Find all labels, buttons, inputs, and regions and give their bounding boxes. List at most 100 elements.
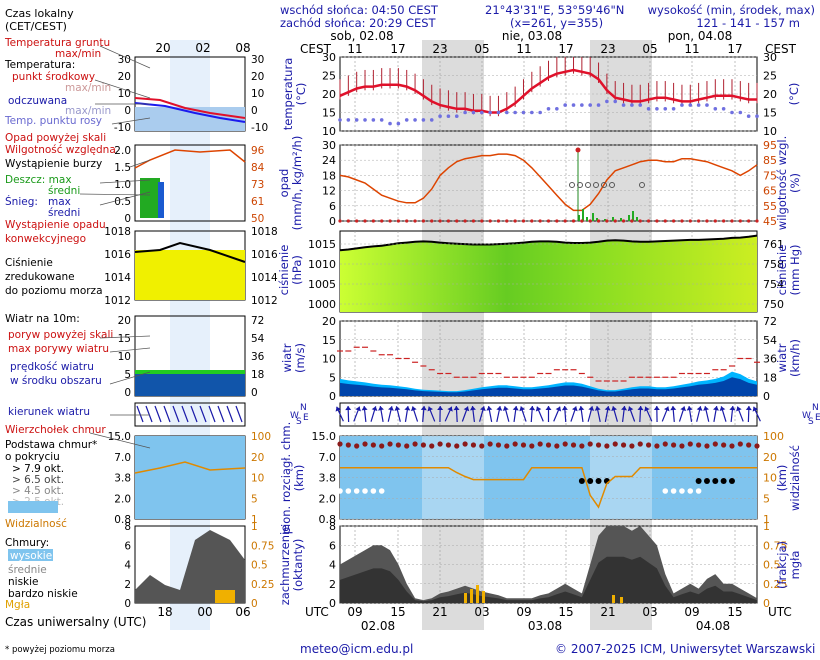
legend-label: max/min [55, 48, 101, 60]
cloud-top-dot [637, 441, 643, 447]
dew-point-dot [530, 110, 534, 115]
precip-zero-dot [630, 219, 634, 223]
legend-tick-left: 15 [118, 333, 131, 345]
cloud-base-dot [728, 478, 735, 484]
legend-tick-right: 84 [251, 162, 265, 174]
y-tick-right: 25 [763, 70, 777, 83]
cloud-top-dot [662, 441, 668, 447]
dew-point-dot [596, 103, 601, 107]
precip-zero-dot [605, 219, 609, 223]
utc-hour-tick: 15 [390, 605, 405, 619]
arrow-head [535, 406, 542, 412]
arrow-head [670, 406, 677, 411]
precip-zero-dot [471, 219, 476, 223]
cloud-top-dot [512, 441, 518, 447]
legend-tick-right: 0.75 [251, 540, 274, 552]
cloud-top-dot [554, 443, 560, 449]
dew-point-dot [379, 118, 384, 122]
legend-okt-label: > 0.1 okt. [12, 512, 64, 524]
legend-label: kierunek wiatru [8, 406, 90, 418]
y-tick-right: 100 [763, 430, 784, 443]
arrow-head [345, 406, 352, 411]
wind-direction-arrow [437, 405, 444, 423]
legend-rain-area [140, 178, 160, 218]
cloud-top-dot [587, 441, 593, 447]
rain-bar [632, 211, 634, 221]
rain-bar [628, 215, 630, 221]
precip-zero-dot [380, 219, 384, 223]
y-tick-right: 754 [763, 278, 784, 291]
y-tick-right: 18 [763, 371, 777, 384]
cloud-base-dot-low [695, 488, 702, 494]
dew-point-dot [354, 118, 359, 122]
y-tick-right: 75 [763, 169, 777, 182]
cloud-base-dot [587, 478, 594, 484]
dew-point-dot [454, 114, 459, 118]
pressure-axis-unit: (hPa) [290, 255, 304, 285]
wind-direction-arrow [378, 406, 384, 422]
utc-hour-tick: 03 [642, 605, 657, 619]
cloud-base-dot [578, 478, 585, 484]
copyright-text: © 2007-2025 ICM, Uniwersytet Warszawski [555, 642, 815, 656]
legend-wind-arrow [181, 405, 189, 423]
dew-point-dot [446, 114, 451, 118]
y-tick-right: 750 [763, 298, 784, 311]
arrow-head [371, 406, 378, 412]
dew-point-dot [588, 103, 592, 107]
wind-direction-arrow [752, 406, 761, 422]
legend-tick-left: 1.0 [114, 179, 131, 191]
storm-marker [585, 182, 591, 188]
cloud-base-dot [703, 478, 710, 484]
precip-zero-dot [563, 219, 567, 223]
email-link[interactable]: meteo@icm.edu.pl [300, 642, 413, 656]
legend-pressure-line [134, 241, 246, 263]
arrow-head [388, 406, 394, 411]
storm-marker [609, 182, 615, 188]
y-tick-left: 0 [329, 215, 336, 228]
cloud-top-dot [704, 443, 710, 449]
precip-zero-dot [388, 219, 392, 223]
y-tick-left: 20 [322, 315, 336, 328]
precip-zero-dot [705, 219, 709, 223]
legend-humidity-line [134, 149, 246, 169]
cloud-top-dot [721, 442, 727, 448]
dew-point-dot [505, 110, 509, 115]
dew-point-dot [688, 103, 693, 107]
storm-marker [601, 182, 607, 188]
arrow-head [519, 406, 526, 412]
legend-tick-left: 5 [124, 369, 131, 381]
temperature-series-line [339, 68, 757, 114]
y-tick-left: 2.0 [319, 492, 337, 505]
legend-tick-right: 10 [251, 473, 264, 485]
utc-hour-tick: 15 [558, 605, 573, 619]
arrow-head [686, 406, 693, 411]
arrow-head [604, 406, 611, 411]
y-tick-left: 12 [322, 185, 336, 198]
wind-direction-arrow [535, 406, 544, 422]
legend-label: max/min [65, 105, 111, 117]
utc-date-label: 03.08 [528, 619, 562, 633]
cloud-top-dot [429, 443, 435, 449]
legend-tick-right: 20 [251, 452, 264, 464]
wind-direction-arrow [394, 406, 401, 422]
legend-tick-right: 0.25 [251, 579, 274, 591]
dew-point-dot [421, 118, 426, 122]
wind-direction-arrow [361, 405, 368, 423]
utc-hour-tick: 09 [347, 605, 362, 619]
cloud-top-dot [337, 441, 343, 447]
y-tick-left: 8 [329, 520, 336, 533]
precip-zero-dot [496, 219, 501, 223]
legend-okt-label: > 6.5 okt. [12, 474, 64, 486]
cloud-base-dot-low [662, 488, 669, 494]
dew-point-dot [705, 103, 709, 107]
local-hour-tick: 23 [600, 42, 615, 56]
legend-label: wysokie [10, 550, 52, 562]
cloud-top-dot [412, 441, 418, 447]
y-tick-left: 18 [322, 169, 336, 182]
precip-zero-dot [672, 219, 676, 223]
precip-zero-dot [446, 219, 451, 223]
arrow-head [637, 406, 644, 411]
legend-tick-left: 0 [124, 387, 131, 399]
y-tick-right: 65 [763, 185, 777, 198]
